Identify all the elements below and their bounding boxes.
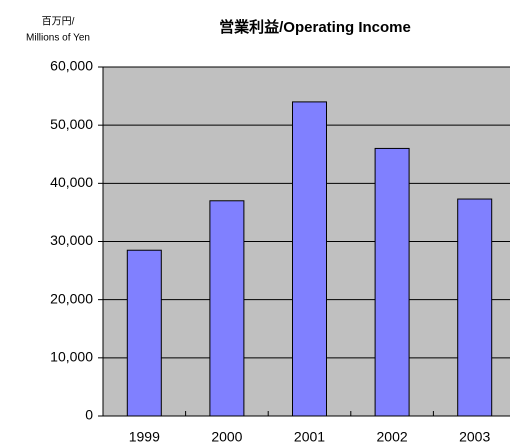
- x-tick-label: 1999: [129, 429, 160, 445]
- x-tick-label: 2002: [377, 429, 408, 445]
- x-tick-label: 2001: [294, 429, 325, 445]
- y-tick-label: 0: [85, 407, 93, 423]
- x-tick-label: 2003: [459, 429, 490, 445]
- y-axis-label: Millions of Yen: [26, 33, 90, 44]
- chart-title: 営業利益/Operating Income: [219, 18, 411, 36]
- y-tick-label: 60,000: [50, 58, 93, 74]
- y-tick-label: 40,000: [50, 174, 93, 190]
- y-axis-label: 百万円/: [42, 16, 75, 28]
- bar: [209, 200, 245, 417]
- bar: [457, 198, 493, 417]
- bar: [374, 147, 410, 417]
- y-tick-label: 10,000: [50, 349, 93, 365]
- bar: [292, 101, 327, 417]
- y-tick-label: 50,000: [50, 116, 93, 132]
- x-tick-label: 2000: [211, 429, 242, 445]
- bar: [126, 249, 162, 417]
- y-tick-label: 30,000: [50, 232, 93, 248]
- y-tick-label: 20,000: [50, 290, 93, 306]
